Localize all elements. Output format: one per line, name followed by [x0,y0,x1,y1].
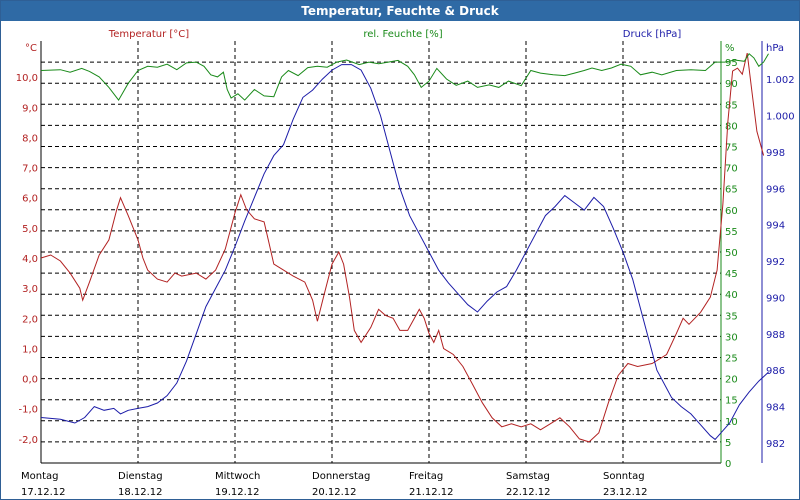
x-axis-labels: Montag 17.12.12 Dienstag 18.12.12 Mittwoch 19… [21,471,648,498]
legend-temp: Temperatur [°C] [108,29,189,40]
x-date-label: 20.12.12 [312,487,357,498]
pressure-tick-label: 982 [766,439,785,450]
temp-tick-label: 1,0 [22,344,38,355]
legend-humidity: rel. Feuchte [%] [363,29,442,40]
temp-tick-label: 2,0 [22,314,38,325]
humidity-tick-label: 35 [725,311,738,322]
humidity-tick-label: 5 [725,438,731,449]
humidity-tick-label: 50 [725,248,738,259]
x-date-label: 23.12.12 [603,487,648,498]
humidity-tick-label: 85 [725,100,738,111]
pressure-unit-label: hPa [766,43,784,54]
grid-lines [41,41,721,463]
pressure-tick-label: 1.002 [766,75,795,86]
x-day-label: Samstag [506,471,550,482]
x-date-label: 17.12.12 [21,487,66,498]
x-date-label: 18.12.12 [118,487,163,498]
window-title: Temperatur, Feuchte & Druck [1,1,799,21]
humidity-tick-label: 75 [725,143,738,154]
pressure-tick-label: 990 [766,293,785,304]
tick-labels: -2,0 -1,0 0,0 1,0 2,0 3,0 4,0 5,0 6,0 7,0 8,0 9,0 10… [16,58,795,470]
x-date-label: 21.12.12 [409,487,454,498]
x-day-label: Mittwoch [215,471,260,482]
axis-lines [40,41,763,464]
temp-tick-label: 10,0 [16,73,38,84]
pressure-tick-label: 988 [766,330,785,341]
temp-tick-label: 7,0 [22,164,38,175]
temp-tick-label: 8,0 [22,133,38,144]
series-temp-line [40,52,765,443]
pressure-tick-label: 986 [766,366,785,377]
series-lines [40,52,769,443]
x-day-label: Freitag [409,471,443,482]
humidity-tick-label: 70 [725,164,738,175]
x-date-label: 22.12.12 [506,487,551,498]
humidity-tick-label: 55 [725,227,738,238]
pressure-tick-label: 1.000 [766,112,795,123]
x-day-label: Montag [21,471,58,482]
humidity-tick-label: 25 [725,354,738,365]
humidity-tick-label: 60 [725,206,738,217]
humidity-unit-label: % [725,43,735,54]
x-date-label: 19.12.12 [215,487,260,498]
x-day-label: Dienstag [118,471,163,482]
temp-tick-label: 6,0 [22,194,38,205]
pressure-tick-label: 994 [766,221,785,232]
humidity-tick-label: 20 [725,375,738,386]
series-humidity-line [40,52,769,102]
series-pressure-line [40,64,769,441]
pressure-tick-label: 992 [766,257,785,268]
pressure-tick-label: 996 [766,184,785,195]
temp-tick-label: 0,0 [22,375,38,386]
x-day-label: Donnerstag [312,471,370,482]
humidity-tick-label: 65 [725,185,738,196]
humidity-tick-label: 95 [725,58,738,69]
humidity-tick-label: 80 [725,121,738,132]
pressure-tick-label: 984 [766,403,785,414]
humidity-tick-label: 15 [725,396,738,407]
humidity-tick-label: 45 [725,269,738,280]
humidity-tick-label: 30 [725,332,738,343]
temp-tick-label: 4,0 [22,254,38,265]
legend-pressure: Druck [hPa] [623,29,682,40]
humidity-tick-label: 10 [725,417,738,428]
x-day-label: Sonntag [603,471,645,482]
temp-tick-label: 3,0 [22,284,38,295]
temp-unit-label: °C [25,43,37,54]
humidity-tick-label: 0 [725,459,731,470]
temp-tick-label: 9,0 [22,103,38,114]
temp-tick-label: 5,0 [22,224,38,235]
temp-tick-label: -2,0 [18,435,38,446]
humidity-tick-label: 40 [725,290,738,301]
pressure-tick-label: 998 [766,148,785,159]
temp-tick-label: -1,0 [18,405,38,416]
